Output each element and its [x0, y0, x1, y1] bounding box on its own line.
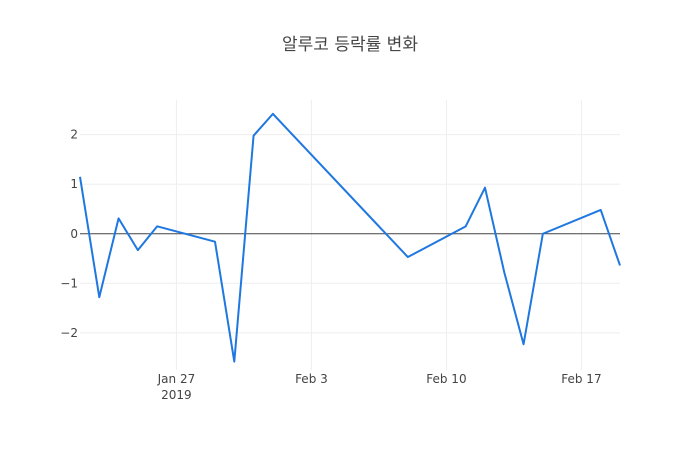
- x-tick-label: Feb 3: [295, 372, 328, 386]
- x-tick-label: Jan 27: [157, 372, 196, 386]
- x-tick-sublabel: 2019: [161, 388, 192, 402]
- y-tick-label: −2: [60, 326, 78, 340]
- y-tick-label: −1: [60, 276, 78, 290]
- x-tick-label: Feb 17: [561, 372, 601, 386]
- y-tick-label: 0: [70, 227, 78, 241]
- chart-title: 알루코 등락률 변화: [282, 35, 418, 55]
- y-tick-label: 2: [70, 128, 78, 142]
- y-tick-label: 1: [70, 177, 78, 191]
- x-tick-label: Feb 10: [426, 372, 466, 386]
